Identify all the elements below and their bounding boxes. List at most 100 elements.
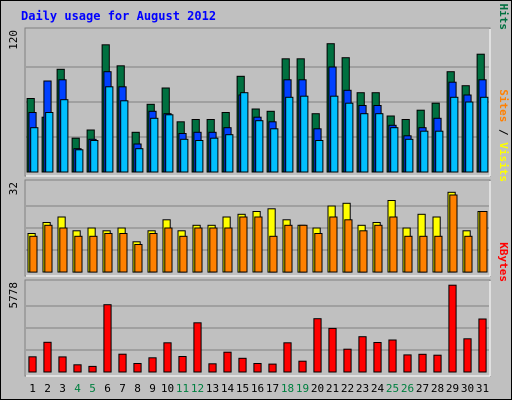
day-label-11: 11 <box>176 382 189 395</box>
legend-item-hits: Hits <box>497 4 510 31</box>
bar-sites-day-18 <box>284 224 293 273</box>
bar-kbytes-day-14 <box>223 351 232 373</box>
chart-title: Daily usage for August 2012 <box>21 9 216 23</box>
bar-kbytes-day-5 <box>88 365 97 373</box>
bar-kbytes-day-13 <box>208 363 217 373</box>
bar-sites-day-17 <box>269 235 278 273</box>
bar-pages-day-20 <box>315 140 324 173</box>
bar-sites-day-11 <box>179 235 188 273</box>
bar-kbytes-day-26 <box>403 354 412 373</box>
bar-kbytes-day-16 <box>253 363 262 373</box>
day-label-5: 5 <box>89 382 96 395</box>
bar-sites-day-24 <box>374 224 383 273</box>
bar-kbytes-day-25 <box>388 339 397 373</box>
day-label-27: 27 <box>416 382 429 395</box>
bar-kbytes-day-6 <box>103 304 112 373</box>
chart-panels: 120 Pages / Files / Hits 32 Sites / Visits 5… <box>7 0 510 377</box>
day-label-14: 14 <box>221 382 235 395</box>
legend-kbytes: KBytes <box>497 242 510 282</box>
day-label-23: 23 <box>356 382 369 395</box>
bar-pages-day-30 <box>465 101 474 173</box>
bar-sites-day-8 <box>134 244 143 273</box>
bar-sites-day-25 <box>389 216 398 273</box>
bar-sites-day-21 <box>329 216 338 273</box>
bar-kbytes-day-3 <box>58 356 67 373</box>
bar-kbytes-day-7 <box>118 353 127 373</box>
bar-sites-day-9 <box>149 233 158 273</box>
day-label-15: 15 <box>236 382 249 395</box>
day-label-29: 29 <box>446 382 459 395</box>
bar-pages-day-2 <box>45 112 54 173</box>
bar-pages-day-8 <box>135 148 144 173</box>
bar-pages-day-29 <box>450 96 459 173</box>
bar-pages-day-17 <box>270 128 279 173</box>
bar-sites-day-20 <box>314 233 323 273</box>
bar-sites-day-15 <box>239 216 248 273</box>
bar-sites-day-16 <box>254 216 263 273</box>
bar-pages-day-22 <box>345 102 354 173</box>
bar-kbytes-day-27 <box>418 353 427 373</box>
bar-pages-day-5 <box>90 140 99 173</box>
bar-kbytes-day-10 <box>163 342 172 373</box>
bar-pages-day-19 <box>300 95 309 173</box>
bar-kbytes-day-29 <box>448 284 457 373</box>
bar-pages-day-16 <box>255 120 264 173</box>
day-label-28: 28 <box>431 382 444 395</box>
day-label-9: 9 <box>149 382 156 395</box>
bar-kbytes-day-15 <box>238 357 247 373</box>
bar-sites-day-26 <box>404 235 413 273</box>
bar-sites-day-31 <box>479 211 488 273</box>
bar-kbytes-day-1 <box>28 356 37 373</box>
day-label-22: 22 <box>341 382 354 395</box>
bar-kbytes-day-31 <box>478 318 487 373</box>
bar-pages-day-31 <box>480 96 489 173</box>
bar-pages-day-15 <box>240 92 249 173</box>
bar-sites-day-27 <box>419 235 428 273</box>
bar-sites-day-10 <box>164 227 173 273</box>
bar-sites-day-22 <box>344 219 353 273</box>
bar-kbytes-day-20 <box>313 318 322 373</box>
bar-pages-day-21 <box>330 95 339 173</box>
legend-hits: Pages / Files / Hits <box>497 0 510 30</box>
bar-pages-day-18 <box>285 96 294 173</box>
bar-sites-day-3 <box>59 227 68 273</box>
bar-pages-day-25 <box>390 127 399 173</box>
bar-kbytes-day-17 <box>268 363 277 373</box>
legend-item-sites: Sites <box>497 89 510 122</box>
bar-sites-day-2 <box>44 224 53 273</box>
bar-pages-day-13 <box>210 137 219 173</box>
day-label-2: 2 <box>44 382 51 395</box>
day-label-30: 30 <box>461 382 474 395</box>
panel-hits: 120 Pages / Files / Hits <box>7 0 510 177</box>
bar-kbytes-day-24 <box>373 342 382 373</box>
bar-pages-day-6 <box>105 86 114 173</box>
bar-pages-day-14 <box>225 134 234 173</box>
bar-pages-day-12 <box>195 140 204 173</box>
bar-sites-day-30 <box>464 235 473 273</box>
day-label-20: 20 <box>311 382 324 395</box>
day-label-8: 8 <box>134 382 141 395</box>
bar-sites-day-1 <box>29 235 38 273</box>
bar-sites-day-4 <box>74 235 83 273</box>
legend-item-kbytes: KBytes <box>497 242 510 282</box>
legend-visits: Sites / Visits <box>497 89 510 182</box>
bar-pages-day-27 <box>420 130 429 173</box>
bar-sites-day-19 <box>299 224 308 273</box>
bar-pages-day-7 <box>120 100 129 173</box>
day-labels: 1 2 3 4 5 6 7 8 9 10 11 12 13 14 15 16 17 18 19 20 21 22 23 24 2… <box>29 382 489 395</box>
bar-kbytes-day-21 <box>328 327 337 373</box>
day-label-10: 10 <box>161 382 174 395</box>
day-label-18: 18 <box>281 382 294 395</box>
day-label-12: 12 <box>191 382 204 395</box>
day-label-4: 4 <box>74 382 81 395</box>
bar-sites-day-28 <box>434 235 443 273</box>
day-label-25: 25 <box>386 382 399 395</box>
day-label-6: 6 <box>104 382 111 395</box>
bar-pages-day-23 <box>360 113 369 173</box>
bar-kbytes-day-11 <box>178 356 187 373</box>
bar-pages-day-4 <box>75 149 84 173</box>
bar-sites-day-29 <box>449 194 458 273</box>
bar-pages-day-24 <box>375 113 384 173</box>
bar-pages-day-1 <box>30 127 39 173</box>
